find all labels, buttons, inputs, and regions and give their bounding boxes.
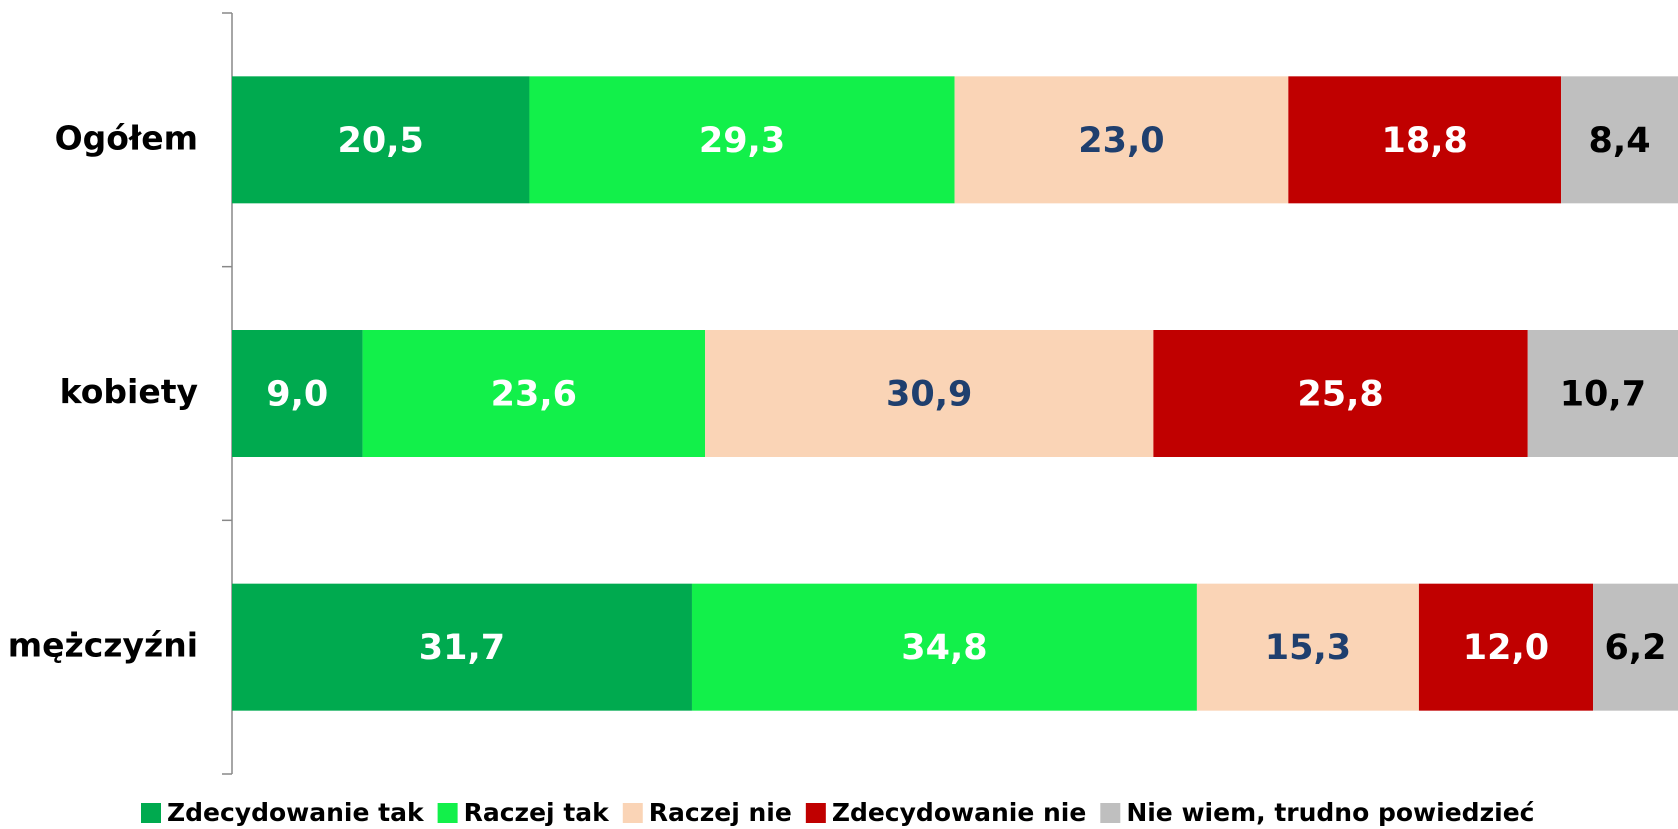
bar-segment <box>362 330 706 457</box>
value-label: 9,0 <box>266 375 328 415</box>
legend-swatch <box>805 803 826 823</box>
value-label: 12,0 <box>1463 628 1549 668</box>
legend-label: Zdecydowanie tak <box>167 798 425 827</box>
value-label: 23,0 <box>1078 121 1164 161</box>
legend-swatch <box>622 803 643 823</box>
bar-segment <box>705 330 1154 457</box>
category-label: Ogółem <box>55 118 198 157</box>
bar-segment <box>1418 583 1594 711</box>
bar-segment <box>232 76 530 204</box>
legend-swatch <box>437 803 458 823</box>
bar-segment <box>1288 76 1562 204</box>
bar-segment <box>1153 330 1528 457</box>
value-label: 29,3 <box>699 121 785 161</box>
legend-label: Raczej nie <box>649 798 792 827</box>
legend-swatch <box>141 803 161 823</box>
legend-label: Nie wiem, trudno powiedzieć <box>1126 798 1534 827</box>
bar-segment <box>529 76 955 204</box>
category-label: kobiety <box>60 372 198 411</box>
bar-segment <box>1527 330 1678 457</box>
value-label: 25,8 <box>1297 375 1383 415</box>
bar-segment <box>954 76 1289 204</box>
legend-label: Raczej tak <box>464 798 611 827</box>
bar-segment <box>691 583 1197 711</box>
bar-segment <box>1196 583 1419 711</box>
value-label: 34,8 <box>901 628 987 668</box>
category-label: mężczyźni <box>8 626 198 665</box>
bar-segment <box>232 583 692 711</box>
value-label: 6,2 <box>1605 628 1667 668</box>
bar-segment <box>232 330 363 457</box>
bar-segment <box>1593 583 1678 711</box>
value-label: 20,5 <box>338 121 424 161</box>
legend-label: Zdecydowanie nie <box>832 798 1086 827</box>
value-label: 23,6 <box>491 375 577 415</box>
value-label: 31,7 <box>419 628 505 668</box>
value-label: 15,3 <box>1265 628 1351 668</box>
legend-swatch <box>1100 803 1121 823</box>
bar-segment <box>1561 76 1678 204</box>
value-label: 18,8 <box>1382 121 1468 161</box>
value-label: 8,4 <box>1589 121 1651 161</box>
value-label: 30,9 <box>886 375 972 415</box>
value-label: 10,7 <box>1560 375 1646 415</box>
